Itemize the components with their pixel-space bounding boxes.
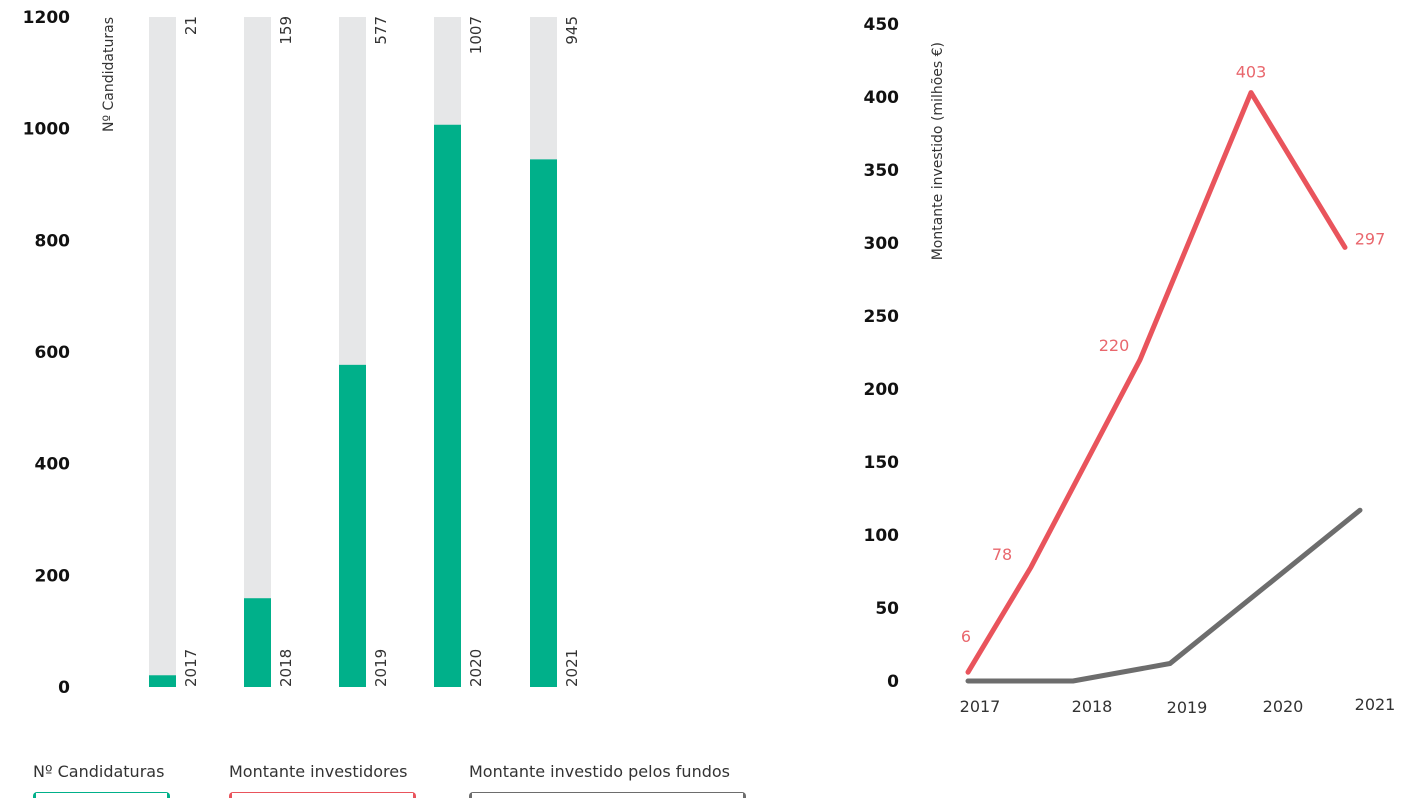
bar-y-axis-label: Nº Candidaturas	[101, 17, 117, 132]
line-investidores-data-label: 297	[1355, 229, 1386, 248]
bar-y-tick-label: 400	[35, 455, 71, 475]
bar-value-label: 21	[182, 16, 200, 35]
bar-y-tick-label: 1200	[23, 8, 70, 28]
bar-2021	[530, 159, 557, 687]
bar-category-label: 2021	[563, 649, 581, 687]
line-x-tick-label: 2019	[1167, 698, 1208, 717]
bar-y-tick-label: 0	[58, 678, 70, 698]
line-y-tick-label: 100	[864, 526, 900, 546]
line-y-tick-label: 450	[864, 15, 900, 35]
bar-y-tick-label: 200	[35, 566, 71, 586]
line-y-tick-label: 0	[887, 672, 899, 692]
line-y-tick-label: 350	[864, 161, 900, 181]
legend-investidores: Montante investidores	[229, 762, 416, 798]
legend-fundos-swatch	[469, 792, 746, 798]
legend-investidores-swatch	[229, 792, 416, 798]
line-y-tick-label: 400	[864, 88, 900, 108]
legend-investidores-label: Montante investidores	[229, 762, 408, 781]
line-y-tick-label: 50	[875, 599, 899, 619]
bar-2017	[149, 675, 176, 687]
line-y-tick-label: 200	[864, 380, 900, 400]
legend-fundos: Montante investido pelos fundos	[469, 762, 746, 798]
bar-category-label: 2020	[467, 649, 485, 687]
bar-value-label: 1007	[467, 16, 485, 54]
line-y-axis-label: Montante investido (milhões €)	[930, 42, 946, 260]
bar-2018	[244, 598, 271, 687]
legend-fundos-label: Montante investido pelos fundos	[469, 762, 730, 781]
montante-line-chart: 0 50 100 150 200 250 300 350 400 450 Montante inve…	[864, 15, 1396, 717]
line-investidores	[965, 90, 1348, 675]
line-investidores-data-label: 403	[1236, 63, 1267, 82]
bar-background	[244, 17, 271, 687]
bar-y-tick-label: 800	[35, 231, 71, 251]
legend-candidaturas: Nº Candidaturas	[33, 762, 170, 798]
bar-background	[149, 17, 176, 687]
line-y-tick-label: 150	[864, 453, 900, 473]
legend-candidaturas-label: Nº Candidaturas	[33, 762, 165, 781]
legend-candidaturas-swatch	[33, 792, 170, 798]
line-x-tick-label: 2021	[1355, 695, 1396, 714]
bar-value-label: 159	[277, 16, 295, 45]
line-y-tick-label: 250	[864, 307, 900, 327]
line-investidores-data-label: 220	[1099, 336, 1130, 355]
line-investidores-data-label: 6	[961, 627, 971, 646]
line-fundos	[965, 507, 1363, 684]
bar-category-label: 2018	[277, 649, 295, 687]
line-x-tick-label: 2017	[960, 697, 1001, 716]
candidaturas-bar-chart: 0 200 400 600 800 1000 1200 Nº Candidaturas 21 20…	[23, 8, 581, 698]
bar-y-tick-label: 600	[35, 343, 71, 363]
bar-value-label: 577	[372, 16, 390, 45]
bar-category-label: 2019	[372, 649, 390, 687]
bar-2019	[339, 364, 366, 687]
bar-value-label: 945	[563, 16, 581, 45]
line-x-tick-label: 2018	[1072, 697, 1113, 716]
bar-category-label: 2017	[182, 649, 200, 687]
line-y-tick-label: 300	[864, 234, 900, 254]
line-investidores-data-label: 78	[992, 545, 1012, 564]
line-x-tick-label: 2020	[1263, 697, 1304, 716]
bar-y-tick-label: 1000	[23, 120, 70, 140]
bar-2020	[434, 124, 461, 688]
